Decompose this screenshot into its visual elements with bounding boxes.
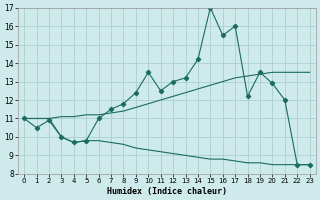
X-axis label: Humidex (Indice chaleur): Humidex (Indice chaleur) xyxy=(107,187,227,196)
